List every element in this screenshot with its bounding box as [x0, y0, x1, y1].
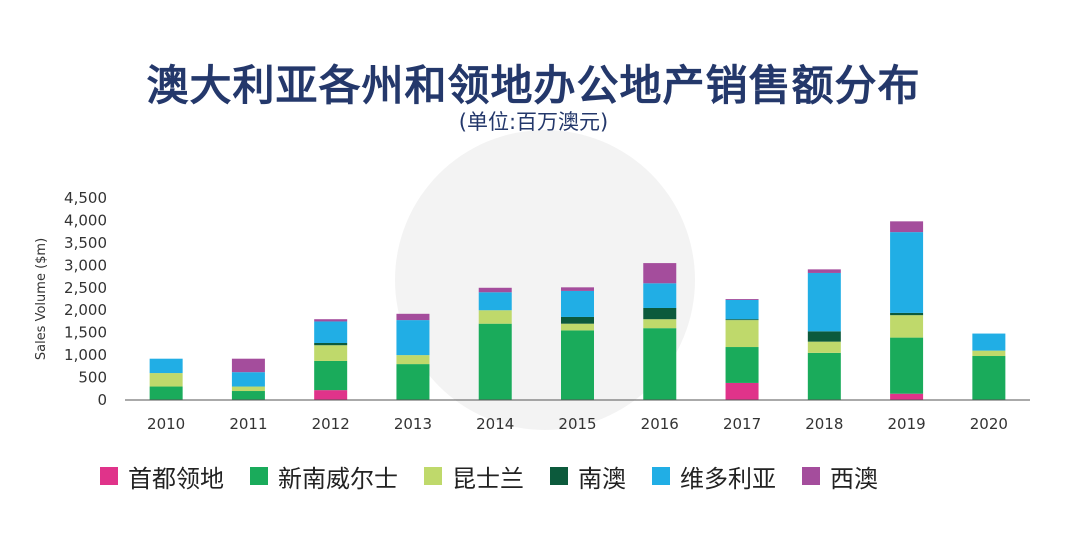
bar-segment [890, 221, 924, 233]
legend-swatch [550, 467, 568, 485]
legend-item: 西澳 [802, 459, 878, 494]
bar-segment [561, 330, 594, 400]
y-tick-label: 3,000 [64, 256, 107, 274]
x-tick-label: 2013 [394, 415, 432, 433]
bar-segment [478, 323, 512, 400]
bar-segment [725, 299, 759, 320]
bar-segment [478, 292, 512, 311]
bar-segment [478, 287, 512, 293]
bar-segment [890, 315, 924, 338]
bar-segment [478, 310, 512, 324]
bar-segment [396, 364, 430, 400]
bar-segment [807, 341, 841, 353]
bar-segment [643, 263, 677, 284]
x-tick-label: 2020 [970, 415, 1008, 433]
bar-segment [231, 386, 265, 392]
legend-label: 昆士兰 [452, 464, 524, 493]
y-tick-label: 0 [97, 391, 107, 409]
x-tick-label: 2015 [558, 415, 596, 433]
legend-item: 新南威尔士 [250, 459, 398, 494]
bar-segment [396, 313, 430, 321]
y-tick-label: 4,500 [64, 189, 107, 207]
bar-segment [972, 333, 1006, 351]
x-tick-label: 2014 [476, 415, 514, 433]
y-tick-label: 500 [78, 369, 107, 387]
bar-segment [314, 342, 348, 346]
bar-segment [972, 350, 1006, 357]
bar-segment [314, 321, 348, 343]
chart-subtitle: (单位:百万澳元) [458, 110, 609, 134]
legend-label: 维多利亚 [680, 464, 776, 493]
bar-segment [396, 355, 430, 365]
bar-segment [231, 372, 265, 387]
y-tick-label: 2,000 [64, 301, 107, 319]
x-tick-label: 2018 [805, 415, 843, 433]
legend-swatch [250, 467, 268, 485]
x-tick-label: 2016 [641, 415, 679, 433]
y-axis-label: Sales Volume ($m) [34, 238, 49, 360]
x-tick-label: 2012 [312, 415, 350, 433]
bar-segment [396, 320, 430, 356]
legend-label: 南澳 [578, 464, 626, 493]
bar-segment [807, 272, 841, 332]
bar-segment [149, 373, 183, 387]
legend-label: 新南威尔士 [278, 464, 398, 493]
x-tick-label: 2017 [723, 415, 761, 433]
bar-segment [725, 299, 759, 300]
bar-segment [807, 331, 841, 342]
legend-swatch [100, 467, 118, 485]
bar-segment [643, 319, 677, 329]
bar-segment [972, 356, 1006, 400]
bar-segment [314, 360, 348, 391]
y-tick-label: 1,000 [64, 346, 107, 364]
legend-item: 南澳 [550, 459, 626, 494]
bar-segment [561, 316, 594, 324]
bar-segment [149, 386, 183, 400]
legend-swatch [652, 467, 670, 485]
legend-item: 维多利亚 [652, 459, 776, 494]
x-tick-label: 2011 [229, 415, 267, 433]
bar-segment [725, 347, 759, 383]
bar-segment [807, 269, 841, 273]
bar-segment [561, 287, 594, 291]
bar-segment [890, 232, 924, 313]
bar-segment [643, 283, 677, 308]
x-tick-label: 2010 [147, 415, 185, 433]
bar-segment [725, 382, 759, 400]
y-tick-label: 4,000 [64, 211, 107, 229]
legend-item: 昆士兰 [424, 459, 524, 494]
bar-segment [725, 320, 759, 348]
bar-segment [807, 352, 841, 400]
bar-segment [890, 312, 924, 316]
x-tick-label: 2019 [887, 415, 925, 433]
bar-segment [643, 328, 677, 400]
bar-segment [890, 337, 924, 394]
bar-segment [149, 358, 183, 374]
bar-segment [890, 393, 924, 400]
legend-label: 西澳 [830, 464, 878, 493]
bar-segment [314, 319, 348, 322]
legend-item: 首都领地 [100, 459, 224, 494]
legend-label: 首都领地 [128, 464, 224, 493]
y-tick-label: 3,500 [64, 234, 107, 252]
bar-segment [314, 345, 348, 361]
chart-legend: 首都领地 新南威尔士 昆士兰 南澳 维多利亚 西澳 [100, 458, 904, 494]
y-tick-label: 1,500 [64, 324, 107, 342]
bar-segment [561, 290, 594, 317]
bar-segment [643, 307, 677, 320]
chart-title: 澳大利亚各州和领地办公地产销售额分布 [146, 61, 921, 110]
bar-segment [561, 323, 594, 331]
bar-segment [231, 358, 265, 373]
bar-segment [314, 390, 348, 400]
bar-segment [231, 391, 265, 400]
legend-swatch [802, 467, 820, 485]
bar-segment [725, 319, 759, 321]
legend-swatch [424, 467, 442, 485]
y-tick-label: 2,500 [64, 279, 107, 297]
